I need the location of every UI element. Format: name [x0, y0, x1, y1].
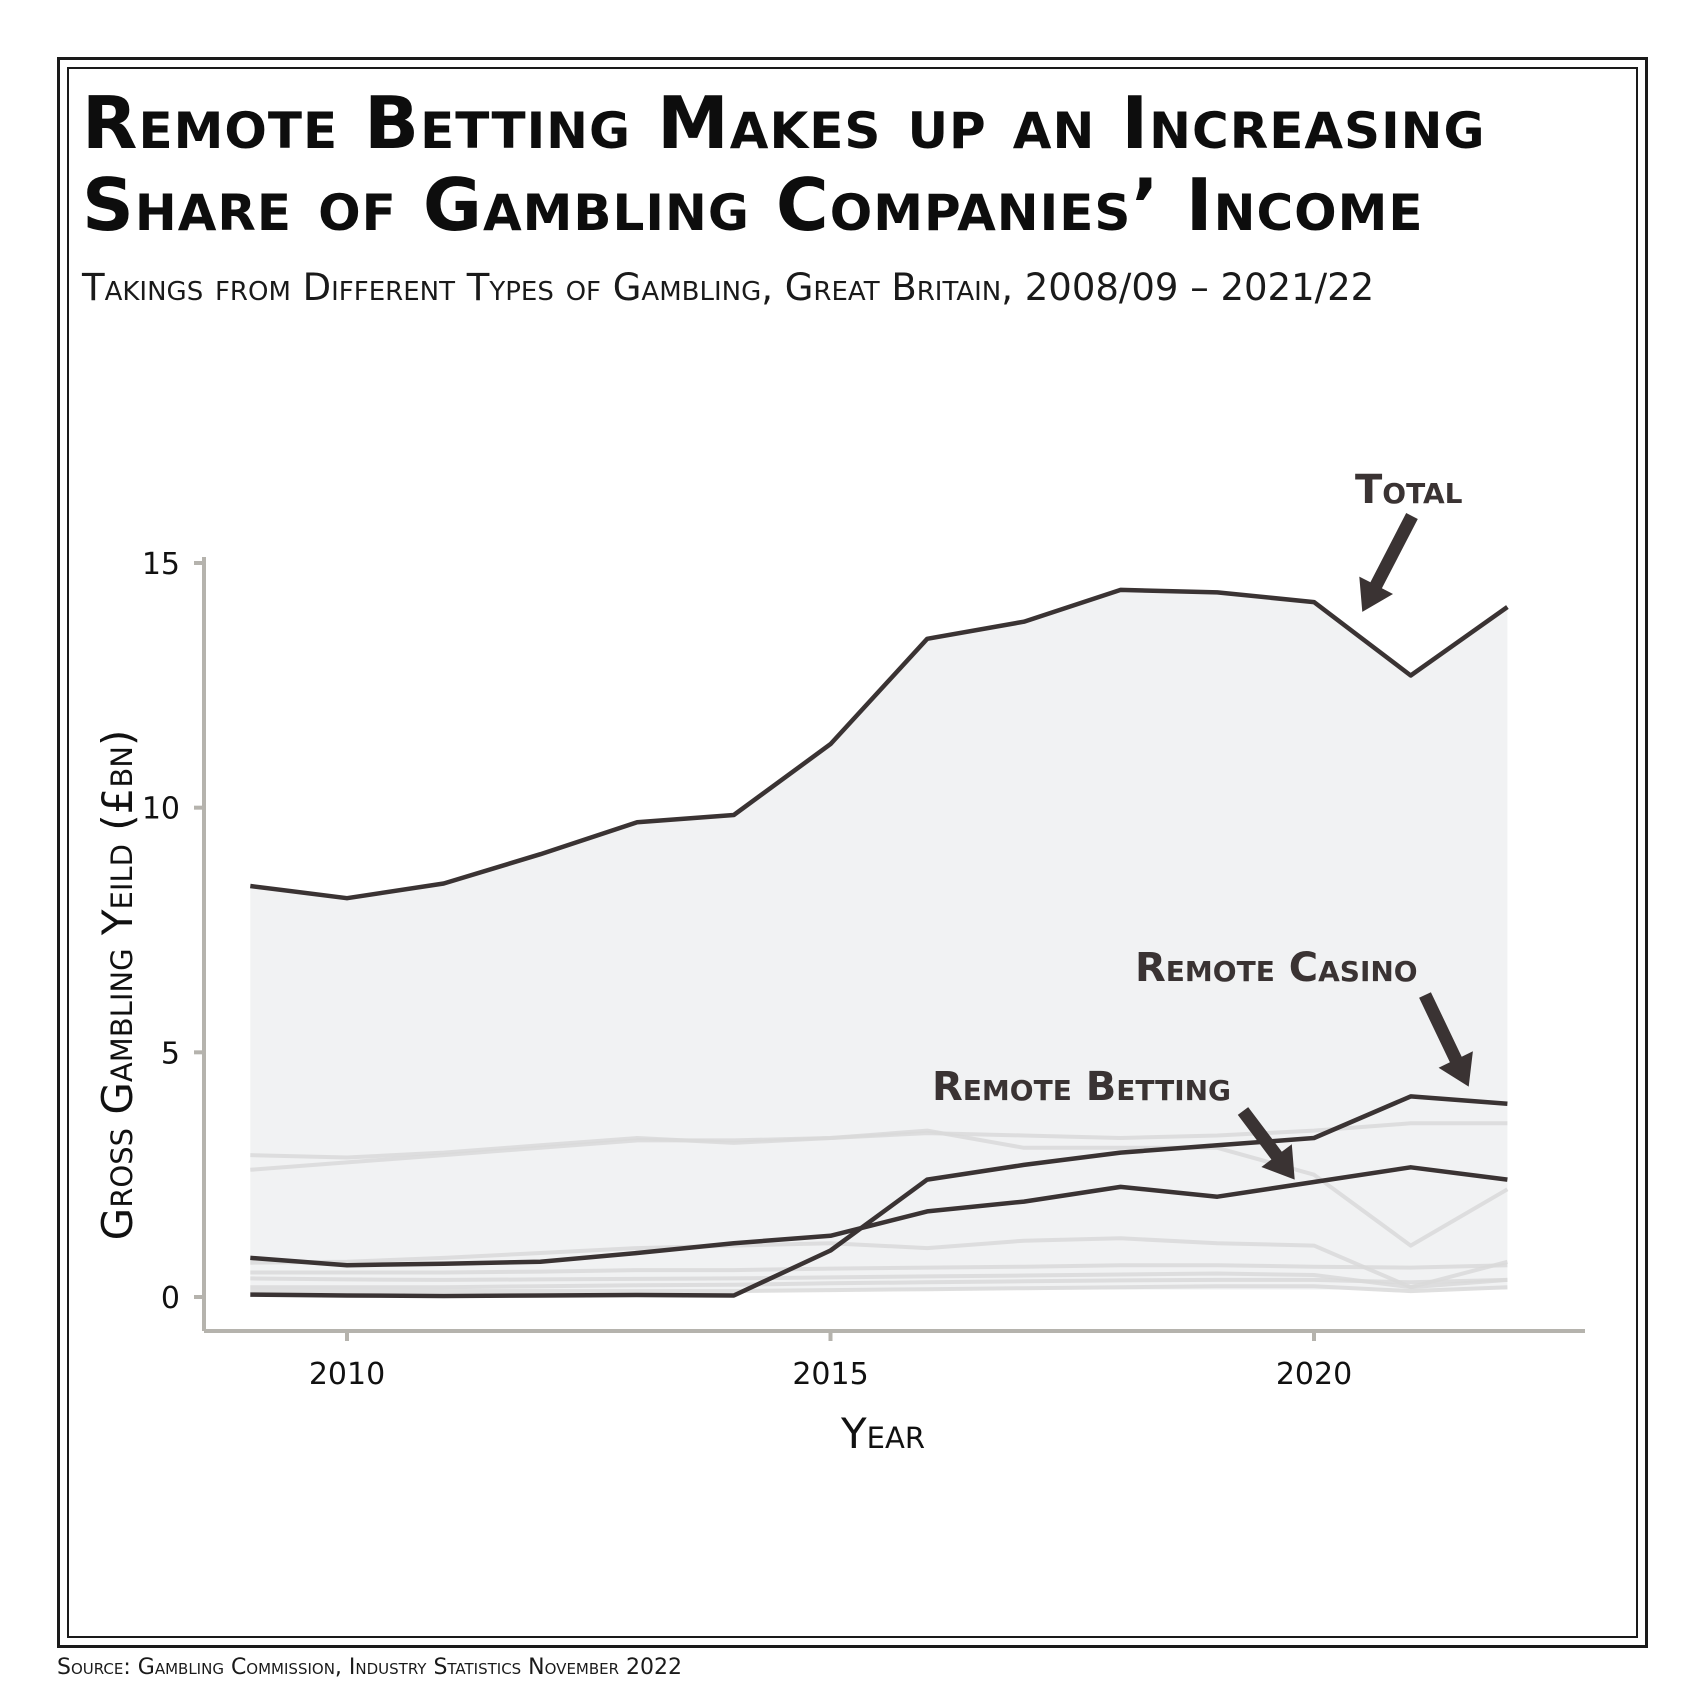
- annotation-arrow-total: [1359, 513, 1418, 612]
- background-series-line: [250, 1277, 1508, 1290]
- series-line-total: [250, 587, 1509, 901]
- x-tick-label: 2020: [1276, 1357, 1352, 1392]
- background-series-line: [250, 1121, 1508, 1172]
- annotation-remote-casino: Remote Casino: [1135, 945, 1418, 991]
- outer-frame: [57, 57, 1648, 1648]
- plot-area: [250, 589, 1508, 1290]
- series-line-remote-casino: [250, 1094, 1508, 1299]
- annotation-arrow-remote-casino: [1419, 992, 1473, 1087]
- chart-subtitle: Takings from Different Types of Gambling…: [82, 266, 1375, 309]
- y-tick-label: 5: [161, 1036, 180, 1071]
- x-axis-title: Year: [840, 1409, 925, 1458]
- chart-title: Remote Betting Makes up an Increasing Sh…: [82, 81, 1486, 247]
- inner-frame: [67, 67, 1638, 1638]
- y-tick-label: 0: [161, 1281, 180, 1316]
- background-series-lines: [250, 1121, 1509, 1294]
- annotations: Total Remote Casino Remote Betting: [932, 467, 1473, 1180]
- background-series-line: [250, 1263, 1508, 1275]
- axes: 0 5 10 15 2010 2015 2020 Year Gross Gambling Yei…: [93, 547, 1585, 1458]
- x-tick-label: 2010: [309, 1357, 385, 1392]
- x-tick-label: 2015: [792, 1357, 868, 1392]
- series-line-remote-betting: [250, 1165, 1508, 1268]
- background-series-line: [250, 1236, 1508, 1290]
- background-series-line: [250, 1259, 1508, 1290]
- annotation-arrow-remote-betting: [1237, 1107, 1295, 1180]
- y-axis-title: Gross Gambling Yeild (£bn): [93, 730, 142, 1241]
- annotation-remote-betting: Remote Betting: [932, 1064, 1231, 1110]
- source-note: Source: Gambling Commission, Industry St…: [57, 1655, 683, 1680]
- total-area-fill: [250, 589, 1508, 1290]
- y-tick-label: 10: [142, 792, 180, 827]
- highlighted-series-lines: [250, 587, 1509, 1299]
- y-tick-label: 15: [142, 547, 180, 582]
- annotation-total: Total: [1355, 467, 1463, 513]
- background-series-line: [250, 1284, 1508, 1294]
